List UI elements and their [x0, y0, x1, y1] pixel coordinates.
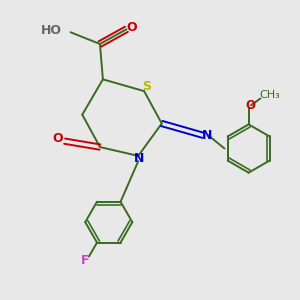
Text: O: O [245, 99, 255, 112]
Text: F: F [81, 254, 90, 267]
Text: O: O [126, 21, 137, 34]
Text: CH₃: CH₃ [259, 90, 280, 100]
Text: O: O [53, 132, 63, 145]
Text: S: S [142, 80, 152, 93]
Text: N: N [134, 152, 144, 165]
Text: N: N [202, 129, 213, 142]
Text: HO: HO [41, 24, 62, 37]
